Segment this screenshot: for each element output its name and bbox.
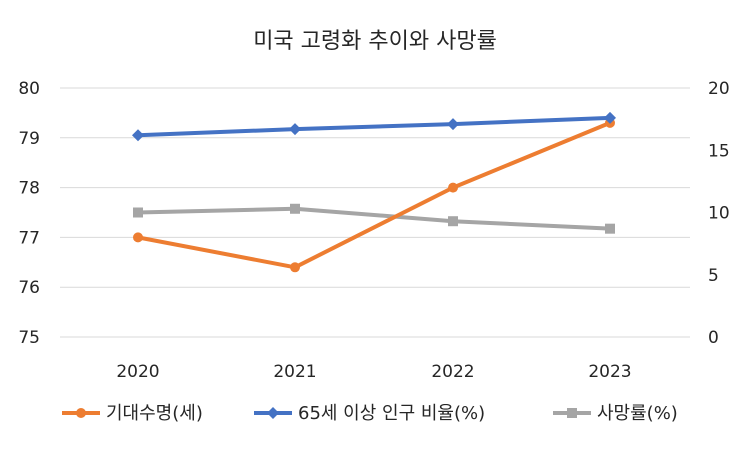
data-point xyxy=(267,407,279,419)
left-tick-label: 80 xyxy=(18,79,40,99)
right-tick-label: 0 xyxy=(708,328,719,348)
series-0 xyxy=(133,117,615,273)
x-tick-label: 2020 xyxy=(116,362,159,382)
legend-label: 기대수명(세) xyxy=(106,403,203,424)
data-point xyxy=(605,223,615,234)
data-point xyxy=(604,111,616,124)
left-tick-label: 77 xyxy=(18,228,40,248)
data-point xyxy=(76,408,86,418)
data-point xyxy=(448,182,458,193)
series-line xyxy=(136,206,612,231)
left-tick-label: 78 xyxy=(18,179,40,199)
chart-title: 미국 고령화 추이와 사망률 xyxy=(253,29,497,54)
data-point xyxy=(132,129,144,142)
series-1 xyxy=(132,111,616,142)
x-tick-label: 2022 xyxy=(431,362,474,382)
legend-item: 기대수명(세) xyxy=(62,403,203,424)
left-axis-ticks: 75 76 77 78 79 80 xyxy=(18,79,40,348)
data-point xyxy=(133,207,143,218)
data-point xyxy=(133,232,143,243)
data-point xyxy=(447,118,459,131)
x-tick-label: 2023 xyxy=(588,362,631,382)
gridlines xyxy=(60,87,690,338)
legend-item: 사망률(%) xyxy=(553,403,678,424)
data-point xyxy=(289,123,301,136)
data-point xyxy=(290,262,300,273)
legend: 기대수명(세) 65세 이상 인구 비율(%) 사망률(%) xyxy=(62,403,678,424)
right-axis-ticks: 0 5 10 15 20 xyxy=(708,79,730,348)
left-tick-label: 75 xyxy=(18,328,40,348)
x-axis-ticks: 2020 2021 2022 2023 xyxy=(116,362,631,382)
left-tick-label: 79 xyxy=(18,129,40,149)
right-tick-label: 5 xyxy=(708,266,719,286)
data-point xyxy=(448,216,458,227)
left-tick-label: 76 xyxy=(18,278,40,298)
legend-label: 65세 이상 인구 비율(%) xyxy=(298,403,485,424)
series-lines xyxy=(132,111,616,273)
right-tick-label: 20 xyxy=(708,79,730,99)
data-point xyxy=(567,408,577,418)
series-line xyxy=(136,120,612,270)
x-tick-label: 2021 xyxy=(273,362,316,382)
data-point xyxy=(290,203,300,214)
right-tick-label: 10 xyxy=(708,204,730,224)
series-line xyxy=(136,115,612,138)
right-tick-label: 15 xyxy=(708,141,730,161)
series-2 xyxy=(133,203,615,234)
legend-item: 65세 이상 인구 비율(%) xyxy=(254,403,485,424)
legend-label: 사망률(%) xyxy=(597,403,678,424)
